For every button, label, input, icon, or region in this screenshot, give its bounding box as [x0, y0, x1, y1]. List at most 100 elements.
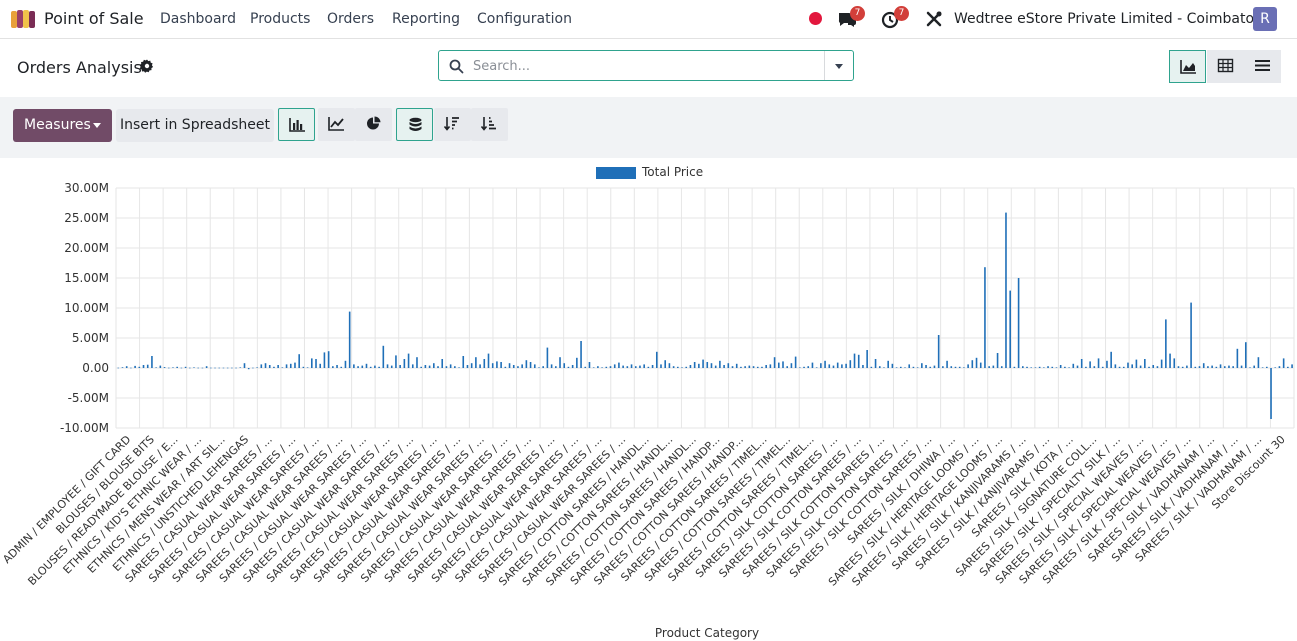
- bar[interactable]: [340, 366, 343, 368]
- bar[interactable]: [1051, 366, 1054, 368]
- bar[interactable]: [1215, 366, 1218, 368]
- bar[interactable]: [1097, 358, 1100, 368]
- bar[interactable]: [942, 366, 944, 368]
- bar[interactable]: [159, 365, 162, 368]
- line-chart-button[interactable]: [318, 108, 355, 141]
- bar[interactable]: [660, 364, 662, 368]
- bar[interactable]: [1106, 360, 1108, 368]
- bar[interactable]: [992, 365, 995, 368]
- bar[interactable]: [403, 359, 406, 368]
- bar[interactable]: [1282, 358, 1285, 368]
- bar[interactable]: [533, 364, 536, 368]
- bar[interactable]: [1219, 364, 1222, 368]
- bar[interactable]: [811, 362, 814, 368]
- bar[interactable]: [311, 358, 313, 368]
- bar[interactable]: [155, 367, 157, 368]
- bar[interactable]: [677, 366, 679, 368]
- bar[interactable]: [1266, 366, 1268, 368]
- bar[interactable]: [180, 367, 183, 369]
- menu-orders[interactable]: Orders: [327, 11, 375, 27]
- bar[interactable]: [327, 351, 330, 368]
- bar[interactable]: [521, 364, 523, 368]
- bar[interactable]: [937, 335, 940, 368]
- bar[interactable]: [361, 365, 364, 368]
- sort-descending-button[interactable]: [434, 108, 471, 141]
- bar[interactable]: [601, 367, 603, 368]
- bar[interactable]: [984, 267, 986, 368]
- bar[interactable]: [765, 365, 767, 368]
- bar[interactable]: [277, 365, 279, 368]
- bar[interactable]: [1068, 367, 1070, 368]
- bar[interactable]: [1253, 365, 1255, 368]
- bar[interactable]: [1064, 366, 1066, 368]
- bar[interactable]: [487, 353, 490, 368]
- bar[interactable]: [639, 365, 641, 368]
- tools-icon[interactable]: [924, 9, 946, 29]
- bar[interactable]: [555, 366, 557, 368]
- bar[interactable]: [1274, 367, 1277, 368]
- bar[interactable]: [1101, 366, 1104, 368]
- bar[interactable]: [1005, 212, 1007, 368]
- bar[interactable]: [491, 363, 494, 368]
- bar[interactable]: [618, 362, 620, 368]
- bar[interactable]: [420, 366, 422, 368]
- bar[interactable]: [693, 362, 696, 368]
- bar[interactable]: [971, 360, 974, 368]
- bar[interactable]: [1131, 364, 1133, 368]
- bar[interactable]: [1270, 368, 1272, 419]
- bar[interactable]: [142, 365, 145, 368]
- bar[interactable]: [563, 363, 566, 368]
- bar-chart-button[interactable]: [278, 108, 315, 141]
- bar[interactable]: [946, 360, 948, 368]
- bar[interactable]: [121, 367, 124, 368]
- bar[interactable]: [1114, 364, 1117, 368]
- bar[interactable]: [963, 367, 965, 368]
- bar[interactable]: [773, 357, 776, 368]
- bar[interactable]: [895, 367, 898, 368]
- bar[interactable]: [517, 366, 519, 368]
- bar[interactable]: [820, 363, 822, 368]
- bar[interactable]: [841, 364, 843, 368]
- bar[interactable]: [1198, 366, 1201, 368]
- bar[interactable]: [386, 364, 389, 368]
- bar[interactable]: [353, 364, 355, 368]
- bar[interactable]: [298, 354, 300, 368]
- bar[interactable]: [176, 366, 178, 368]
- bar[interactable]: [714, 365, 717, 368]
- bar[interactable]: [1202, 363, 1205, 368]
- bar[interactable]: [710, 363, 713, 368]
- bar[interactable]: [382, 345, 385, 368]
- bar[interactable]: [777, 362, 780, 368]
- bar[interactable]: [302, 366, 305, 368]
- bar[interactable]: [950, 366, 953, 368]
- bar[interactable]: [1249, 367, 1251, 368]
- bar[interactable]: [1156, 366, 1159, 368]
- bar[interactable]: [500, 362, 502, 368]
- bar[interactable]: [630, 364, 633, 368]
- insert-spreadsheet-button[interactable]: Insert in Spreadsheet: [116, 109, 274, 142]
- bar[interactable]: [916, 367, 919, 368]
- bar[interactable]: [891, 363, 894, 368]
- bar[interactable]: [264, 363, 267, 368]
- bar[interactable]: [1240, 365, 1243, 368]
- user-avatar[interactable]: R: [1253, 7, 1277, 31]
- list-view-button[interactable]: [1244, 50, 1281, 83]
- bar[interactable]: [1030, 367, 1033, 368]
- bar[interactable]: [323, 352, 326, 368]
- bar[interactable]: [929, 366, 932, 368]
- bar[interactable]: [622, 365, 624, 368]
- bar[interactable]: [786, 366, 789, 368]
- pos-app-icon[interactable]: [10, 9, 36, 29]
- bar[interactable]: [719, 360, 721, 368]
- bar[interactable]: [1110, 351, 1112, 368]
- bar[interactable]: [1177, 366, 1180, 368]
- bar[interactable]: [445, 366, 448, 368]
- bar[interactable]: [866, 350, 868, 368]
- bar[interactable]: [256, 367, 258, 368]
- bar[interactable]: [1194, 366, 1197, 368]
- bar[interactable]: [1190, 302, 1192, 368]
- bar[interactable]: [130, 367, 132, 369]
- bar[interactable]: [1127, 362, 1129, 368]
- bar[interactable]: [857, 354, 860, 368]
- bar[interactable]: [1207, 366, 1209, 368]
